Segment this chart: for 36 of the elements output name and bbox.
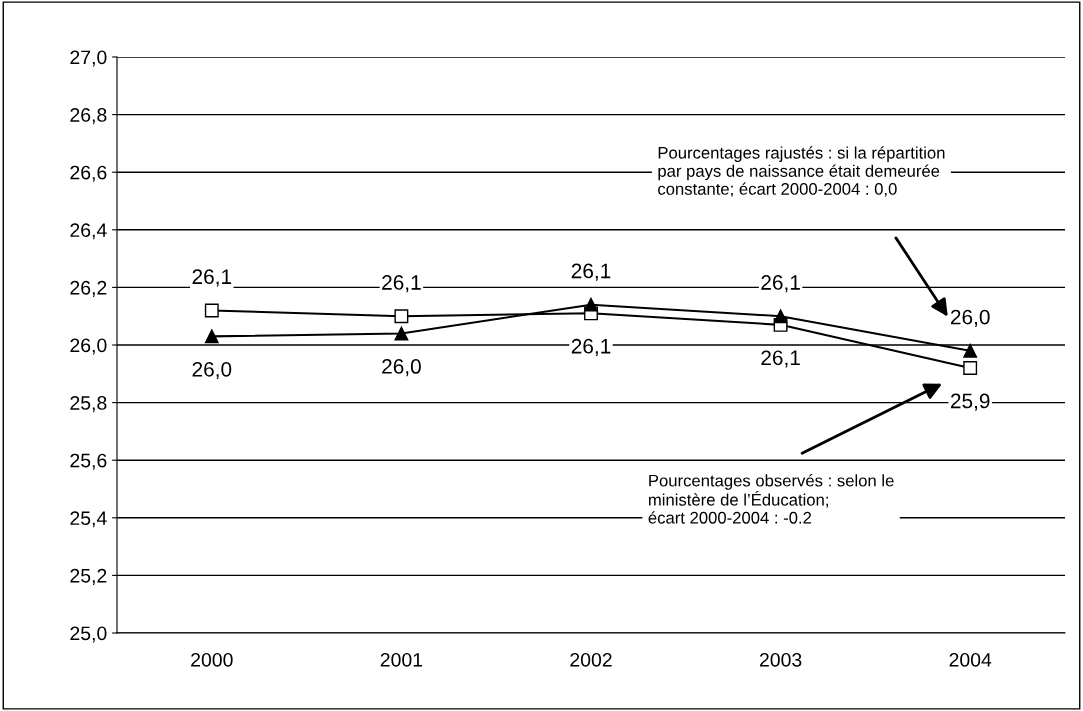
y-tick-label: 26,2 <box>70 280 107 297</box>
y-tick-label: 26,8 <box>70 108 107 125</box>
x-tick-label: 2002 <box>570 652 612 667</box>
data-label: 26,1 <box>192 269 232 287</box>
point <box>963 343 978 358</box>
y-tick-label: 26,0 <box>70 338 107 355</box>
data-label: 26,0 <box>950 309 990 327</box>
y-tick-label: 25,4 <box>70 511 107 528</box>
y-tick-label: 26,6 <box>70 165 107 182</box>
y-tick-label: 27,0 <box>70 50 107 67</box>
x-tick-label: 2001 <box>380 652 423 667</box>
data-label: 26,1 <box>761 350 800 368</box>
data-label: 26,1 <box>761 275 800 293</box>
point <box>963 361 978 375</box>
x-tick-label: 2003 <box>759 652 802 667</box>
point <box>394 309 409 324</box>
y-tick-label: 25,2 <box>70 568 107 585</box>
data-label: 26,0 <box>192 361 232 380</box>
x-tick-label: 2004 <box>949 652 992 667</box>
y-tick-label: 25,8 <box>70 396 107 413</box>
y-tick-label: 25,6 <box>70 453 107 470</box>
x-tick-label: 2000 <box>191 652 233 667</box>
point <box>773 309 788 324</box>
data-label: 26,1 <box>571 338 611 357</box>
point <box>584 297 598 312</box>
data-label: 26,1 <box>382 275 421 293</box>
annotation: Pourcentages observés : selon le ministère de l’Éducation; écart 2000-2004 : -0.2 <box>648 474 894 524</box>
y-tick-label: 26,4 <box>70 223 107 240</box>
data-label: 26,0 <box>382 359 421 377</box>
annotation: Pourcentages rajustés : si la répartition par pays de naissance était demeurée constante; écart 2000-2004 : 0,0 <box>658 146 945 197</box>
data-label: 25,9 <box>950 393 990 411</box>
data-label: 26,1 <box>571 263 611 281</box>
point <box>204 329 219 344</box>
point <box>204 303 219 318</box>
point <box>394 326 409 341</box>
y-tick-label: 25,0 <box>70 626 107 643</box>
